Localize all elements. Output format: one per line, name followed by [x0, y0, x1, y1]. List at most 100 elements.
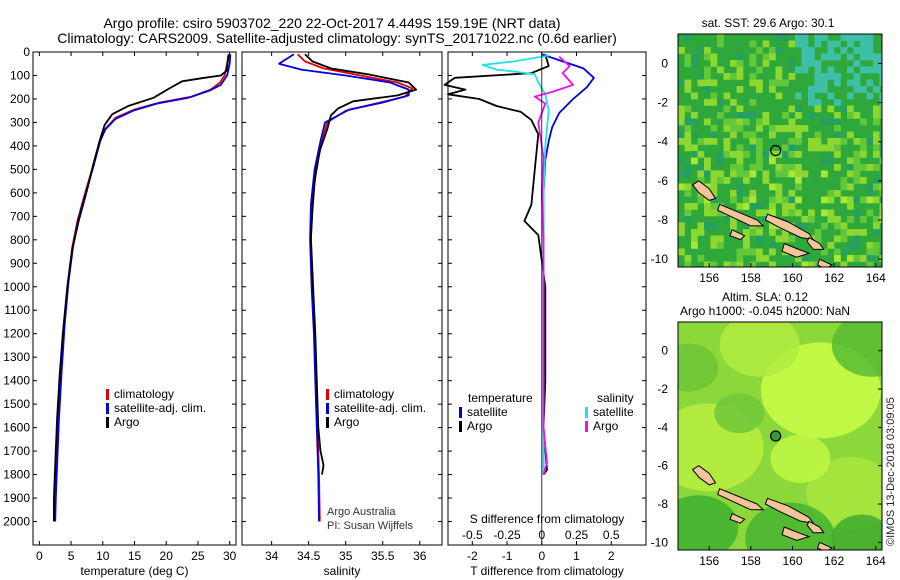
- island: [729, 229, 746, 241]
- credit-pi: PI: Susan Wijffels: [327, 520, 413, 532]
- map-cell: [808, 144, 815, 152]
- map-cell: [866, 79, 874, 87]
- map-cell: [775, 164, 783, 171]
- s-tick-label: 0: [538, 528, 545, 542]
- x-tick-label: -1: [502, 549, 513, 563]
- map-cell: [788, 209, 796, 217]
- map-cell: [814, 144, 822, 152]
- plot-frame: [447, 51, 647, 546]
- map-cell: [827, 209, 835, 217]
- map-cell: [834, 138, 841, 145]
- map-cell: [847, 112, 854, 119]
- map-cell: [827, 242, 835, 249]
- map-cell: [775, 92, 783, 100]
- map-blob: [678, 495, 739, 550]
- map-cell: [788, 203, 796, 210]
- map-cell: [860, 53, 867, 61]
- map-cell: [749, 170, 757, 178]
- map-cell: [814, 79, 822, 87]
- map-cell: [723, 73, 731, 80]
- map-cell: [834, 222, 841, 230]
- map-cell: [782, 79, 789, 87]
- island: [716, 203, 765, 227]
- map-cell: [749, 131, 757, 139]
- map-cell: [879, 183, 882, 191]
- map-cell: [814, 40, 822, 48]
- map-cell: [736, 112, 744, 119]
- y-tick-label: 1000: [3, 280, 30, 294]
- map-cell: [866, 209, 874, 217]
- map-cell: [821, 79, 828, 87]
- map-cell: [834, 112, 841, 119]
- map-cell: [795, 151, 802, 158]
- map-cell: [684, 255, 692, 262]
- map-cell: [736, 118, 744, 126]
- map-cell: [782, 164, 789, 171]
- map-cell: [847, 157, 854, 165]
- map-cell: [860, 34, 867, 41]
- map-cell: [678, 112, 685, 119]
- map-cell: [730, 151, 737, 158]
- map-cell: [782, 229, 789, 236]
- map-cell: [834, 79, 841, 87]
- island: [691, 465, 717, 486]
- map-cell: [840, 138, 848, 145]
- map-cell: [730, 118, 737, 126]
- map-cell: [873, 229, 880, 236]
- map-cell: [736, 125, 744, 132]
- map-cell: [853, 73, 861, 80]
- map-cell: [762, 170, 770, 178]
- x-tick-label: 15: [128, 549, 142, 563]
- map-cell: [684, 131, 692, 139]
- map-cell: [723, 216, 731, 223]
- map-cell: [678, 183, 685, 191]
- map-cell: [827, 105, 835, 113]
- map-cell: [723, 118, 731, 126]
- map-cell: [821, 34, 828, 41]
- map-cell: [736, 261, 744, 267]
- map-cell: [834, 144, 841, 152]
- map-y-tick-label: -6: [657, 174, 668, 188]
- map-cell: [691, 53, 698, 61]
- map-cell: [756, 203, 763, 210]
- map-cell: [710, 60, 718, 67]
- island: [764, 213, 815, 241]
- map-cell: [762, 53, 770, 61]
- map-cell: [879, 92, 882, 100]
- map-cell: [769, 47, 776, 54]
- map-cell: [866, 190, 874, 197]
- map-cell: [736, 203, 744, 210]
- map-cell: [879, 196, 882, 204]
- map-cell: [710, 190, 718, 197]
- sla-map-title-line2: Argo h1000: -0.045 h2000: NaN: [680, 304, 850, 318]
- map-cell: [788, 105, 796, 113]
- map-cell: [827, 138, 835, 145]
- map-cell: [736, 183, 744, 191]
- y-tick-label: 1200: [3, 327, 30, 341]
- map-cell: [879, 203, 882, 210]
- map-cell: [756, 151, 763, 158]
- map-cell: [860, 47, 867, 54]
- map-cell: [678, 138, 685, 145]
- map-cell: [860, 177, 867, 184]
- map-cell: [860, 164, 867, 171]
- map-cell: [795, 34, 802, 41]
- float-position-marker: [770, 430, 782, 442]
- map-cell: [873, 151, 880, 158]
- map-cell: [847, 196, 854, 204]
- island: [806, 236, 825, 250]
- map-cell: [691, 229, 698, 236]
- map-cell: [795, 170, 802, 178]
- legend-title-salinity: salinity: [597, 391, 634, 405]
- map-cell: [866, 34, 874, 41]
- map-cell: [873, 53, 880, 61]
- map-cell: [769, 157, 776, 165]
- map-cell: [834, 164, 841, 171]
- map-cell: [853, 235, 861, 243]
- map-cell: [847, 183, 854, 191]
- map-cell: [730, 73, 737, 80]
- map-cell: [684, 190, 692, 197]
- x-tick-label: 0: [36, 549, 43, 563]
- map-x-tick-label: 164: [866, 554, 886, 568]
- map-cell: [827, 157, 835, 165]
